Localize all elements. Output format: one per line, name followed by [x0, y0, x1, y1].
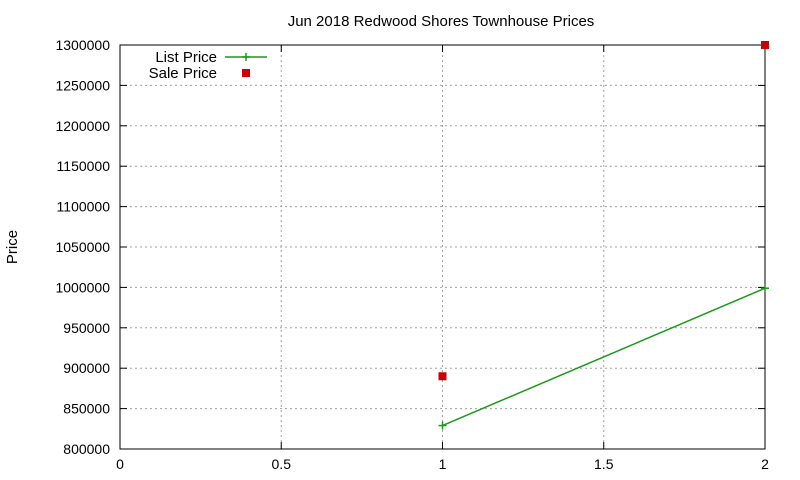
grid	[120, 45, 765, 449]
y-tick-label: 900000	[63, 360, 110, 376]
legend-label-list-price: List Price	[155, 49, 217, 66]
y-tick-label: 850000	[63, 401, 110, 417]
y-tick-label: 1050000	[55, 239, 110, 255]
list-price-point	[438, 421, 447, 430]
x-tick-label: 2	[761, 456, 769, 472]
series	[438, 41, 769, 430]
y-tick-label: 1200000	[55, 118, 110, 134]
y-tick-label: 1300000	[55, 37, 110, 53]
x-tick-label: 0.5	[272, 456, 292, 472]
chart-title: Jun 2018 Redwood Shores Townhouse Prices	[288, 13, 595, 30]
x-tick-label: 0	[116, 456, 124, 472]
list-price-line	[442, 287, 766, 427]
list-price-point	[761, 284, 769, 293]
y-tick-label: 1100000	[57, 199, 111, 215]
y-tick-label: 950000	[63, 320, 110, 336]
plot-frame	[119, 44, 766, 450]
y-axis-title: Price	[4, 230, 21, 264]
legend-label-sale-price: Sale Price	[149, 65, 217, 82]
axis-ticks: 8000008500009000009500001000000105000011…	[55, 37, 769, 472]
x-tick-label: 1	[439, 456, 447, 472]
sale-price-point	[438, 372, 447, 381]
sale-price-point	[761, 41, 769, 49]
x-tick-label: 1.5	[594, 456, 614, 472]
legend-marker-list-price	[242, 53, 250, 61]
y-tick-label: 1250000	[55, 77, 110, 93]
y-tick-label: 800000	[63, 441, 110, 457]
legend-marker-sale-price	[242, 69, 250, 77]
y-tick-label: 1000000	[55, 279, 110, 295]
y-tick-label: 1150000	[57, 158, 111, 174]
